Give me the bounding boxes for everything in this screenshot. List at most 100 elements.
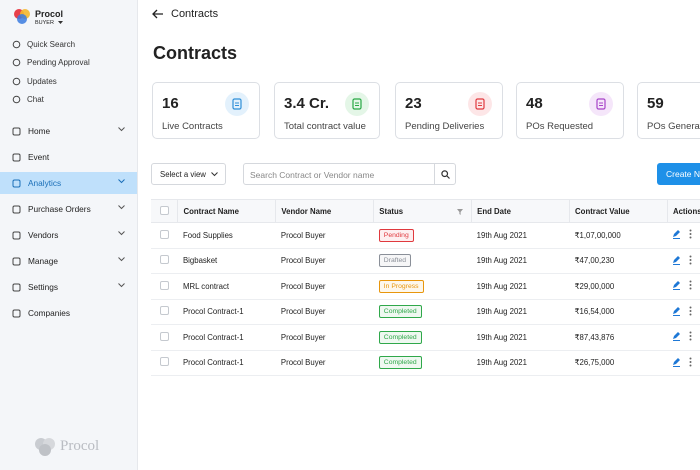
row-checkbox[interactable] <box>160 357 169 367</box>
cell <box>151 222 178 249</box>
cell: 19th Aug 2021 <box>471 222 570 249</box>
stat-icon <box>589 92 613 116</box>
icon <box>673 281 681 291</box>
vendor-text: Procol Buyer <box>280 358 326 368</box>
nav-item[interactable]: Analytics <box>0 172 137 194</box>
quick-link[interactable]: Pending Approval <box>12 56 90 70</box>
quick-link[interactable]: Updates <box>12 74 57 88</box>
more-action[interactable] <box>689 357 692 369</box>
more-action[interactable] <box>689 331 692 343</box>
nav-item[interactable]: Vendors <box>0 224 137 246</box>
cell: Procol Contract-1 <box>177 299 276 325</box>
view-select-text: Select a view <box>160 170 206 179</box>
icon <box>12 127 21 135</box>
value-text: ₹16,54,000 <box>574 307 615 317</box>
quick-link[interactable]: Quick Search <box>12 37 75 51</box>
stat-value: 16 <box>162 95 179 112</box>
edit-action[interactable] <box>672 357 681 369</box>
cell: ₹29,00,000 <box>569 273 668 300</box>
icon <box>12 58 21 67</box>
cell <box>151 299 178 325</box>
contract-text: Procol Contract-1 <box>182 358 244 368</box>
nav-item[interactable]: Purchase Orders <box>0 198 137 220</box>
status-badge: Completed <box>378 356 422 370</box>
nav-item[interactable]: Event <box>0 146 137 168</box>
value-text: ₹1,07,00,000 <box>574 230 621 240</box>
edit-action[interactable] <box>672 331 681 343</box>
edit-action[interactable] <box>672 229 681 241</box>
role-switcher[interactable]: BUYER <box>35 20 63 26</box>
icon <box>232 98 242 110</box>
header-cell: Contract Value <box>569 199 668 223</box>
value-text: ₹26,75,000 <box>574 358 615 368</box>
icon <box>118 283 125 288</box>
icon <box>673 306 681 316</box>
column-header: Contract Value <box>575 206 630 216</box>
contract-text: Procol Contract-1 <box>182 332 244 342</box>
more-action[interactable] <box>689 280 692 292</box>
value-text: ₹87,43,876 <box>574 332 615 342</box>
nav-item[interactable]: Settings <box>0 276 137 298</box>
search-button[interactable] <box>434 163 456 185</box>
stat-value: 3.4 Cr. <box>284 95 330 112</box>
edit-action[interactable] <box>672 306 681 318</box>
cell: Procol Contract-1 <box>177 324 276 351</box>
main: Contracts Contracts 16 Live Contracts 3.4 … <box>138 0 700 470</box>
stat-value: 48 <box>526 95 543 112</box>
icon <box>596 98 606 110</box>
select-all[interactable] <box>160 205 169 215</box>
status-badge: Drafted <box>378 254 412 268</box>
edit-action[interactable] <box>672 255 681 267</box>
table-row: Procol Contract-1 Procol Buyer Completed 19… <box>151 350 700 376</box>
more-action[interactable] <box>689 255 692 267</box>
more-action[interactable] <box>689 306 692 318</box>
icon <box>673 357 681 367</box>
icon <box>12 231 21 239</box>
column-header: Contract Name <box>183 206 239 216</box>
cell: 19th Aug 2021 <box>471 324 570 351</box>
header-row: Contract Name Vendor Name Status End Date Co… <box>151 199 700 223</box>
header-cell: Actions <box>667 199 700 223</box>
nav-item[interactable]: Home <box>0 120 137 142</box>
edit-action[interactable] <box>672 280 681 292</box>
table-row: Procol Contract-1 Procol Buyer Completed 19… <box>151 299 700 325</box>
quick-link[interactable]: Chat <box>12 93 44 107</box>
cell: Completed <box>373 324 472 351</box>
nav-label: Event <box>28 152 50 162</box>
cell: Procol Contract-1 <box>177 350 276 376</box>
header-cell <box>151 199 179 223</box>
view-select[interactable]: Select a view <box>151 163 226 185</box>
cell: Pending <box>373 222 472 249</box>
row-checkbox[interactable] <box>160 306 169 316</box>
column-header: End Date <box>477 206 511 216</box>
contract-text: MRL contract <box>182 281 230 291</box>
table-row: Procol Contract-1 Procol Buyer Completed 19… <box>151 324 700 351</box>
nav-item[interactable]: Manage <box>0 250 137 272</box>
cell <box>151 324 178 351</box>
icon <box>118 127 125 132</box>
cell <box>151 273 178 300</box>
column-header: Vendor Name <box>281 206 332 216</box>
quick-link-label: Chat <box>27 95 44 104</box>
cell <box>667 299 700 325</box>
cell: Procol Buyer <box>275 273 374 300</box>
icon <box>118 205 125 210</box>
cell <box>667 248 700 274</box>
back-arrow[interactable] <box>152 9 164 19</box>
status-badge: In Progress <box>378 279 424 293</box>
vendor-text: Procol Buyer <box>280 281 326 291</box>
nav-item[interactable]: Companies <box>0 302 137 324</box>
row-checkbox[interactable] <box>160 331 169 341</box>
stat-label: Live Contracts <box>162 121 223 132</box>
row-checkbox[interactable] <box>160 280 169 290</box>
row-checkbox[interactable] <box>160 229 169 239</box>
create-button[interactable]: Create New <box>657 163 700 185</box>
more-action[interactable] <box>689 229 692 241</box>
stat-icon <box>225 92 249 116</box>
search-input[interactable]: Search Contract or Vendor name <box>243 163 435 185</box>
nav-label: Home <box>28 126 51 136</box>
row-checkbox[interactable] <box>160 255 169 265</box>
end-date-text: 19th Aug 2021 <box>476 281 527 291</box>
cell: Procol Buyer <box>275 324 374 351</box>
cell <box>667 324 700 351</box>
